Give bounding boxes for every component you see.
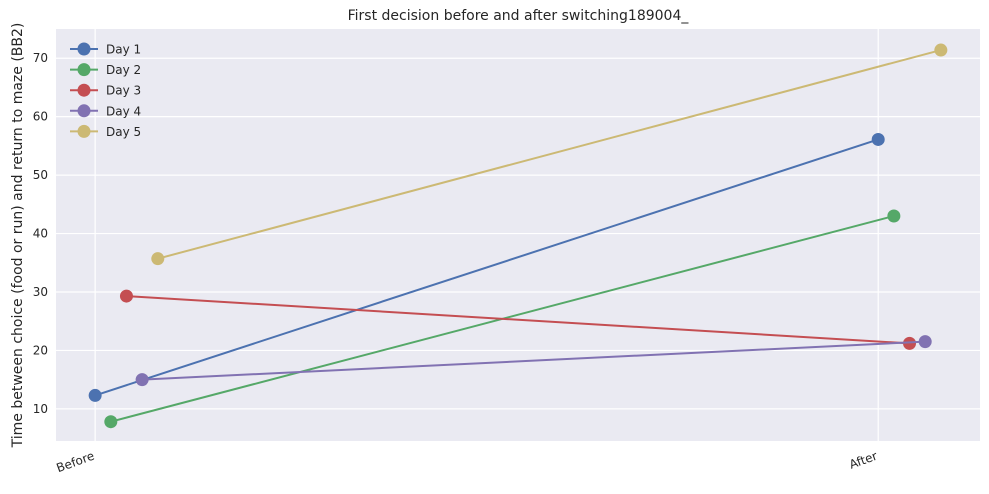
legend-marker <box>77 63 91 77</box>
grid <box>56 29 980 441</box>
series-5 <box>151 43 948 266</box>
legend: Day 1 Day 2 Day 3 Day 4 Day 5 <box>70 42 141 139</box>
data-point <box>151 252 165 266</box>
x-axis: Before After <box>55 449 880 476</box>
series-layer <box>88 43 948 429</box>
data-point <box>88 388 102 402</box>
plot-background <box>56 29 980 441</box>
legend-label: Day 1 <box>106 43 141 57</box>
legend-marker <box>77 42 91 56</box>
legend-entry: Day 3 <box>70 83 141 98</box>
y-tick-label: 10 <box>33 402 48 416</box>
data-point <box>934 43 948 57</box>
legend-entry: Day 5 <box>70 124 141 139</box>
x-tick-label: After <box>847 449 879 472</box>
y-axis: 10 20 30 40 50 60 70 <box>33 51 48 416</box>
series-4 <box>135 335 932 387</box>
series-1 <box>88 132 885 402</box>
data-point <box>135 373 149 387</box>
legend-entry: Day 1 <box>70 42 141 57</box>
chart-title: First decision before and after switchin… <box>348 8 690 24</box>
series-line <box>142 340 926 381</box>
legend-label: Day 5 <box>106 125 141 139</box>
y-tick-label: 60 <box>33 110 48 124</box>
y-axis-label: Time between choice (food or run) and re… <box>10 23 26 449</box>
legend-label: Day 4 <box>106 104 141 118</box>
y-tick-label: 70 <box>33 51 48 65</box>
data-point <box>119 289 133 303</box>
data-point <box>918 335 932 349</box>
series-line <box>126 295 910 345</box>
legend-entry: Day 2 <box>70 63 141 77</box>
legend-label: Day 3 <box>106 84 141 98</box>
y-tick-label: 40 <box>33 227 48 241</box>
series-line <box>94 138 879 397</box>
legend-marker <box>77 83 91 97</box>
legend-entry: Day 4 <box>70 104 141 118</box>
legend-label: Day 2 <box>106 63 141 77</box>
y-tick-label: 20 <box>33 343 48 357</box>
data-point <box>104 415 118 429</box>
series-line <box>157 49 942 260</box>
legend-marker <box>77 104 91 118</box>
y-tick-label: 30 <box>33 285 48 299</box>
data-point <box>887 209 901 223</box>
legend-marker <box>77 124 91 138</box>
x-tick-label: Before <box>55 449 97 476</box>
data-point <box>871 132 885 146</box>
y-tick-label: 50 <box>33 168 48 182</box>
